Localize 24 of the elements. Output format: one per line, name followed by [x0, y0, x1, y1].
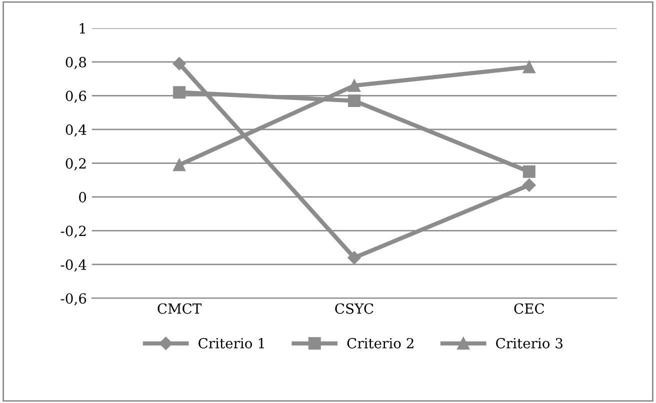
point: [348, 79, 360, 92]
y-tick-label: 1: [80, 23, 86, 34]
point: [522, 165, 536, 178]
point: [522, 178, 536, 192]
y-tick-label: -0,4: [60, 259, 86, 272]
y-tick-label: 0,6: [66, 90, 86, 103]
point: [172, 57, 186, 70]
point: [348, 94, 360, 108]
point: [348, 251, 361, 264]
point: [173, 86, 186, 99]
legend-label: Criterio 1: [198, 338, 264, 348]
y-tick-label: 0,2: [66, 158, 86, 170]
y-tick-label: -0,6: [60, 293, 86, 306]
y-tick-label: 0,4: [66, 124, 86, 137]
legend-label: Criterio 3: [496, 338, 562, 348]
x-tick-label: CMCT: [158, 303, 202, 314]
x-tick-label: CEC: [514, 303, 544, 314]
y-tick-label: -0,2: [60, 226, 86, 238]
y-tick-label: 0: [79, 192, 86, 202]
x-tick-label: CSYC: [335, 303, 374, 314]
y-tick-label: 0,8: [66, 56, 86, 70]
point: [173, 158, 186, 172]
legend-label: Criterio 2: [347, 338, 414, 348]
point: [522, 60, 536, 74]
